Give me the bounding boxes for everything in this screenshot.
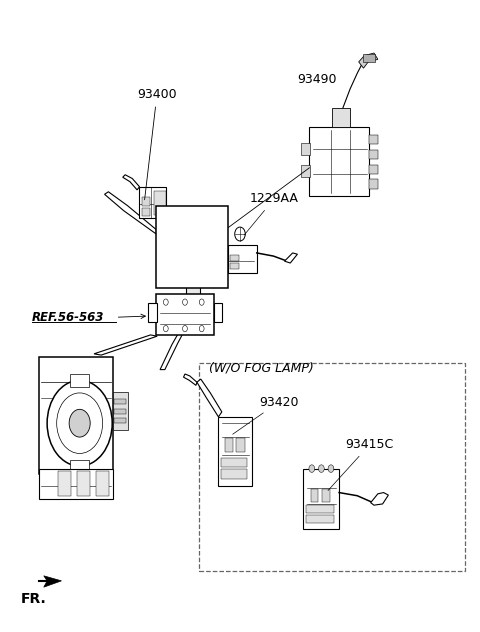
Polygon shape bbox=[44, 576, 61, 587]
Text: 93400: 93400 bbox=[137, 88, 177, 200]
Bar bbox=[218, 417, 252, 486]
Bar bbox=[114, 399, 126, 404]
Bar bbox=[221, 458, 247, 467]
Circle shape bbox=[319, 465, 324, 472]
Circle shape bbox=[69, 410, 90, 437]
Bar bbox=[301, 143, 310, 155]
Bar bbox=[96, 471, 109, 496]
Bar bbox=[369, 135, 378, 145]
Bar bbox=[332, 108, 350, 127]
Polygon shape bbox=[359, 53, 378, 68]
Bar bbox=[230, 255, 239, 261]
Bar bbox=[363, 54, 375, 62]
Circle shape bbox=[163, 299, 168, 305]
Polygon shape bbox=[105, 191, 156, 234]
Circle shape bbox=[328, 465, 334, 472]
Circle shape bbox=[189, 298, 197, 309]
Bar bbox=[186, 284, 200, 319]
Bar bbox=[323, 489, 330, 502]
Circle shape bbox=[182, 299, 187, 305]
Bar bbox=[114, 418, 126, 423]
Polygon shape bbox=[197, 379, 222, 417]
Bar bbox=[39, 468, 113, 499]
Text: FR.: FR. bbox=[21, 592, 47, 605]
Polygon shape bbox=[123, 174, 140, 190]
Circle shape bbox=[199, 325, 204, 332]
Bar bbox=[39, 357, 113, 473]
Bar bbox=[154, 191, 166, 215]
Bar bbox=[221, 469, 247, 478]
Bar bbox=[205, 243, 219, 259]
Bar bbox=[140, 186, 166, 218]
Bar bbox=[225, 438, 233, 452]
Bar bbox=[369, 179, 378, 188]
Bar bbox=[70, 374, 89, 387]
Bar bbox=[187, 243, 201, 259]
Circle shape bbox=[47, 380, 112, 466]
Bar bbox=[311, 489, 319, 502]
Bar bbox=[230, 263, 239, 269]
Polygon shape bbox=[371, 492, 388, 505]
Bar bbox=[306, 505, 334, 513]
Bar bbox=[310, 127, 369, 196]
Text: 1229AA: 1229AA bbox=[244, 193, 299, 235]
Circle shape bbox=[57, 393, 103, 454]
Bar bbox=[214, 303, 222, 322]
Bar bbox=[306, 515, 334, 523]
Bar bbox=[303, 468, 339, 529]
Circle shape bbox=[235, 227, 245, 241]
Circle shape bbox=[163, 325, 168, 332]
Text: 93420: 93420 bbox=[233, 396, 299, 434]
Polygon shape bbox=[94, 335, 157, 355]
Text: REF.56-563: REF.56-563 bbox=[32, 311, 104, 324]
Bar bbox=[142, 197, 151, 205]
Bar bbox=[156, 294, 214, 335]
Bar bbox=[113, 392, 128, 430]
Circle shape bbox=[182, 325, 187, 332]
Bar bbox=[70, 459, 89, 472]
Bar bbox=[114, 409, 126, 414]
Bar bbox=[369, 165, 378, 174]
Bar bbox=[168, 243, 181, 259]
Bar bbox=[58, 471, 71, 496]
Bar bbox=[148, 303, 157, 322]
Text: (W/O FOG LAMP): (W/O FOG LAMP) bbox=[209, 362, 313, 374]
Text: 93490: 93490 bbox=[298, 73, 337, 86]
Bar bbox=[236, 438, 245, 452]
Circle shape bbox=[309, 465, 315, 472]
Bar bbox=[77, 471, 90, 496]
Bar bbox=[301, 165, 310, 177]
Bar bbox=[142, 208, 151, 216]
Bar bbox=[228, 245, 257, 273]
Circle shape bbox=[199, 299, 204, 305]
Bar bbox=[156, 205, 228, 288]
Bar bbox=[369, 150, 378, 159]
Polygon shape bbox=[183, 374, 197, 386]
Polygon shape bbox=[285, 253, 298, 263]
Polygon shape bbox=[160, 318, 191, 370]
Text: 93415C: 93415C bbox=[328, 439, 394, 490]
Bar bbox=[199, 363, 465, 571]
